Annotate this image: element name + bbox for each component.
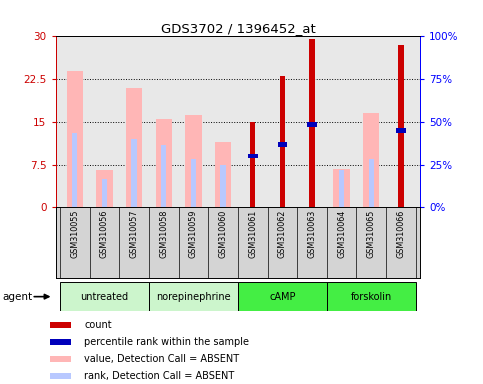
Text: GSM310064: GSM310064 — [337, 210, 346, 258]
Text: forskolin: forskolin — [351, 291, 392, 302]
Bar — [363, 113, 380, 207]
Bar — [50, 322, 71, 328]
Bar — [248, 154, 257, 158]
Text: GSM310059: GSM310059 — [189, 210, 198, 258]
Bar — [215, 142, 231, 207]
FancyBboxPatch shape — [149, 282, 238, 311]
Text: GSM310063: GSM310063 — [308, 210, 316, 258]
Title: GDS3702 / 1396452_at: GDS3702 / 1396452_at — [160, 22, 315, 35]
Text: GSM310065: GSM310065 — [367, 210, 376, 258]
Text: count: count — [84, 320, 112, 330]
Text: GSM310056: GSM310056 — [100, 210, 109, 258]
Bar — [102, 179, 107, 207]
Bar — [126, 88, 142, 207]
Bar — [280, 76, 285, 207]
Bar — [72, 133, 77, 207]
Text: agent: agent — [2, 291, 32, 302]
Text: value, Detection Call = ABSENT: value, Detection Call = ABSENT — [84, 354, 239, 364]
Text: GSM310055: GSM310055 — [71, 210, 79, 258]
Bar — [50, 372, 71, 379]
FancyBboxPatch shape — [327, 282, 416, 311]
Bar — [220, 165, 226, 207]
Text: GSM310057: GSM310057 — [129, 210, 139, 258]
Bar — [185, 115, 201, 207]
Bar — [333, 169, 350, 207]
Text: GSM310058: GSM310058 — [159, 210, 168, 258]
FancyBboxPatch shape — [238, 282, 327, 311]
Bar — [369, 159, 374, 207]
Bar — [161, 145, 167, 207]
Bar — [131, 139, 137, 207]
Text: GSM310061: GSM310061 — [248, 210, 257, 258]
Bar — [396, 128, 406, 133]
Text: untreated: untreated — [80, 291, 128, 302]
FancyBboxPatch shape — [60, 282, 149, 311]
Bar — [156, 119, 172, 207]
Text: GSM310060: GSM310060 — [218, 210, 227, 258]
Text: cAMP: cAMP — [269, 291, 296, 302]
Bar — [96, 170, 113, 207]
Bar — [250, 122, 256, 207]
Text: rank, Detection Call = ABSENT: rank, Detection Call = ABSENT — [84, 371, 234, 381]
Bar — [278, 142, 287, 147]
Bar — [50, 356, 71, 362]
Text: percentile rank within the sample: percentile rank within the sample — [84, 337, 249, 347]
Text: norepinephrine: norepinephrine — [156, 291, 231, 302]
Bar — [339, 170, 344, 207]
Bar — [191, 159, 196, 207]
Bar — [67, 71, 83, 207]
Text: GSM310062: GSM310062 — [278, 210, 287, 258]
Bar — [398, 45, 404, 207]
Text: GSM310066: GSM310066 — [397, 210, 405, 258]
Bar — [309, 39, 314, 207]
Bar — [50, 339, 71, 345]
Bar — [307, 122, 317, 127]
